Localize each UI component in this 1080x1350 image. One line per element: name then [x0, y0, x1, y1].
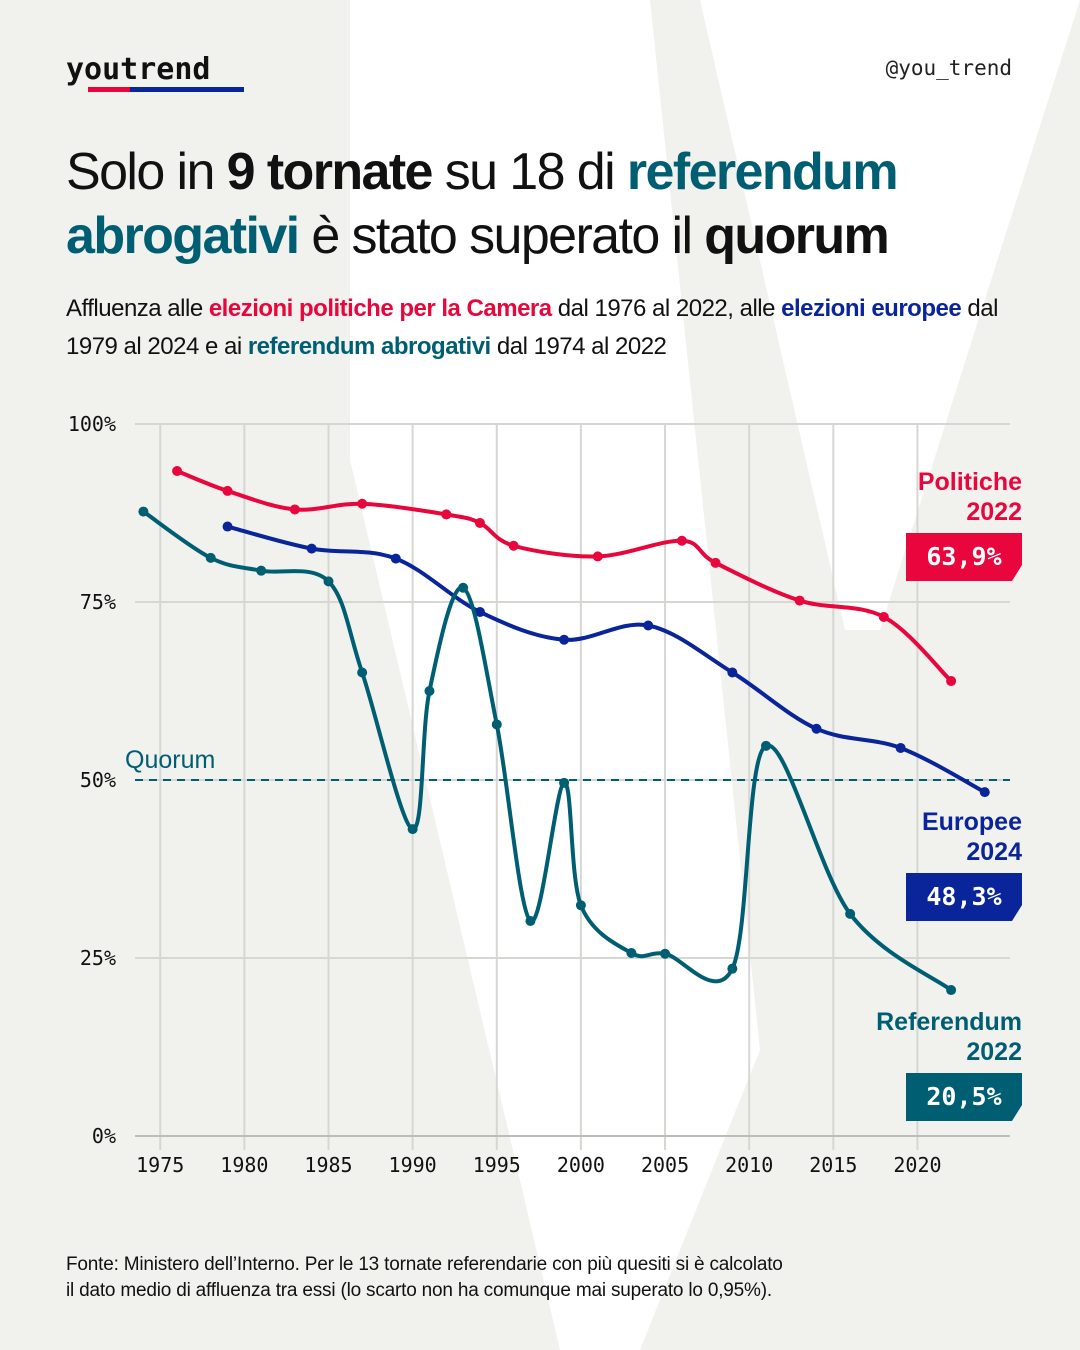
y-tick-label: 25%: [80, 946, 116, 970]
data-point-referendum: [323, 576, 334, 587]
subtitle-referendum: referendum abrogativi: [247, 333, 491, 360]
data-point-referendum: [559, 777, 570, 788]
subtitle: Affluenza alle elezioni politiche per la…: [66, 290, 1026, 366]
y-tick-label: 0%: [92, 1124, 116, 1148]
x-tick-label: 2010: [725, 1153, 773, 1177]
social-handle: @you_trend: [885, 56, 1012, 80]
data-point-referendum: [660, 948, 671, 959]
data-point-referendum: [946, 985, 957, 996]
data-point-referendum: [138, 506, 149, 517]
x-tick-label: 1985: [304, 1153, 352, 1177]
end-value-badge-referendum: [906, 1073, 1022, 1121]
subtitle-part: dal 1976 al 2022, alle: [551, 295, 782, 322]
end-value-badge-politiche: [906, 533, 1022, 581]
data-point-politiche: [508, 540, 519, 551]
end-label-year-referendum: 2022: [966, 1038, 1022, 1066]
x-tick-label: 1995: [473, 1153, 521, 1177]
title-highlight-referendum: referendum abrogativi: [66, 143, 899, 265]
data-point-europee: [222, 521, 233, 532]
data-point-europee: [643, 620, 654, 631]
data-point-referendum: [575, 900, 586, 911]
subtitle-politiche: elezioni politiche per la Camera: [208, 295, 552, 322]
x-tick-label: 2020: [893, 1153, 941, 1177]
x-tick-label: 2000: [557, 1153, 605, 1177]
title-highlight-tornate: 9 tornate: [226, 143, 434, 201]
end-value-politiche: 63,9%: [926, 542, 1001, 571]
end-label-year-politiche: 2022: [966, 498, 1022, 526]
y-tick-label: 50%: [80, 768, 116, 792]
data-point-politiche: [946, 676, 957, 687]
data-point-europee: [727, 667, 738, 678]
data-point-referendum: [761, 740, 772, 751]
data-point-europee: [306, 543, 317, 554]
subtitle-part: Affluenza alle: [66, 295, 209, 322]
series-line-politiche: [175, 468, 954, 684]
data-point-referendum: [407, 824, 418, 835]
data-point-politiche: [592, 551, 603, 562]
title-part: su 18 di: [431, 143, 627, 201]
x-tick-label: 2005: [641, 1153, 689, 1177]
data-point-referendum: [205, 552, 216, 563]
quorum-label: Quorum: [125, 746, 215, 774]
x-tick-label: 1980: [220, 1153, 268, 1177]
data-point-europee: [390, 553, 401, 564]
end-value-referendum: 20,5%: [926, 1082, 1001, 1111]
data-point-referendum: [424, 686, 435, 696]
series-line-referendum: [141, 509, 954, 993]
x-tick-label: 1990: [389, 1153, 437, 1177]
end-label-year-europee: 2024: [966, 838, 1022, 866]
data-point-referendum: [357, 667, 368, 678]
data-point-politiche: [710, 557, 721, 568]
data-point-europee: [895, 742, 906, 753]
title-highlight-quorum: quorum: [704, 207, 890, 265]
data-point-europee: [474, 606, 485, 617]
data-point-referendum: [525, 915, 536, 926]
end-label-name-europee: Europee: [922, 808, 1022, 836]
y-tick-label: 75%: [80, 590, 116, 614]
data-point-referendum: [491, 719, 502, 730]
end-value-badge-europee: [906, 873, 1022, 921]
data-point-europee: [811, 723, 822, 734]
data-point-referendum: [845, 908, 856, 919]
y-tick-label: 100%: [68, 412, 116, 436]
data-point-politiche: [676, 535, 687, 546]
page-title: Solo in 9 tornate su 18 di referendum ab…: [66, 140, 1026, 268]
subtitle-part: dal 1979 al 2024 e ai: [66, 295, 998, 360]
title-part: è stato superato il: [298, 207, 705, 265]
end-value-europee: 48,3%: [926, 882, 1001, 911]
data-point-politiche: [172, 465, 183, 476]
data-point-europee: [979, 787, 990, 798]
x-tick-label: 2015: [809, 1153, 857, 1177]
data-point-politiche: [794, 595, 805, 606]
x-tick-label: 1975: [136, 1153, 184, 1177]
brand-logo: youtrend: [66, 52, 211, 87]
title-part: Solo in: [66, 143, 227, 201]
data-point-politiche: [474, 517, 485, 528]
brand-logo-underline: [88, 87, 244, 92]
subtitle-part: dal 1974 al 2022: [490, 333, 667, 360]
subtitle-europee: elezioni europee: [781, 295, 962, 322]
data-point-referendum: [727, 963, 738, 974]
data-point-politiche: [289, 504, 300, 515]
data-point-politiche: [357, 498, 368, 509]
footnote-line: Fonte: Ministero dell’Interno. Per le 13…: [66, 1254, 783, 1275]
footnote-line: il dato medio di affluenza tra essi (lo …: [66, 1280, 772, 1301]
end-label-name-referendum: Referendum: [876, 1008, 1022, 1036]
data-point-politiche: [878, 611, 889, 622]
data-point-referendum: [256, 565, 267, 576]
data-point-referendum: [458, 582, 469, 593]
end-label-name-politiche: Politiche: [918, 468, 1022, 496]
data-point-europee: [559, 634, 570, 645]
series-line-europee: [225, 524, 987, 795]
data-point-politiche: [441, 509, 452, 520]
data-point-politiche: [222, 485, 233, 496]
source-footnote: Fonte: Ministero dell’Interno. Per le 13…: [66, 1252, 1026, 1304]
data-point-referendum: [626, 948, 637, 959]
